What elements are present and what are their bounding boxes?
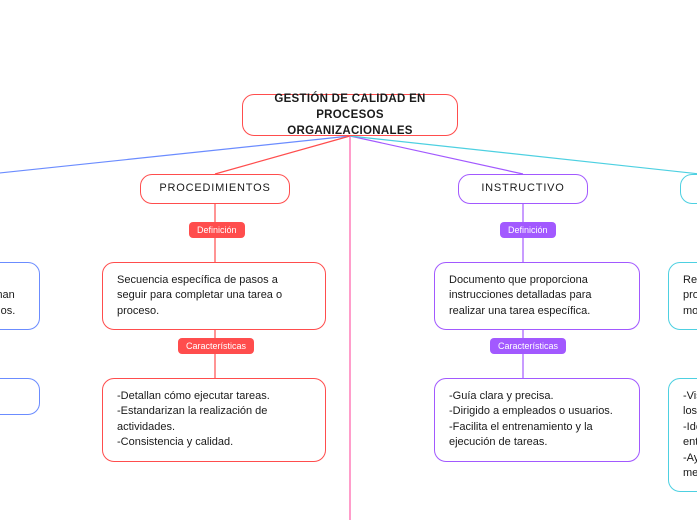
node-left-frag2: mos. [0,378,40,415]
node-inst-char: -Guía clara y precisa.-Dirigido a emplea… [434,378,640,462]
node-proc-char: -Detallan cómo ejecutar tareas.-Estandar… [102,378,326,462]
tag-tag-inst-def: Definición [500,222,556,238]
node-inst-def: Documento que proporcionainstrucciones d… [434,262,640,330]
tag-tag-inst-char: Características [490,338,566,354]
tag-tag-proc-char: Características [178,338,254,354]
tag-tag-proc-def: Definición [189,222,245,238]
node-right-char: -Visualizlos proce-Identifientre pr-Ayud… [668,378,697,492]
node-right-head: M [680,174,697,204]
node-proc-def: Secuencia específica de pasos aseguir pa… [102,262,326,330]
node-right-def: Represenprocesosmostranc [668,262,697,330]
node-left-frag1: dessformanervicios. [0,262,40,330]
title-line2: PROCESOS ORGANIZACIONALES [253,107,447,139]
root-title: GESTIÓN DE CALIDAD EN PROCESOS ORGANIZAC… [242,94,458,136]
node-inst-head: INSTRUCTIVO [458,174,588,204]
node-proc-head: PROCEDIMIENTOS [140,174,290,204]
title-line1: GESTIÓN DE CALIDAD EN [274,91,425,107]
